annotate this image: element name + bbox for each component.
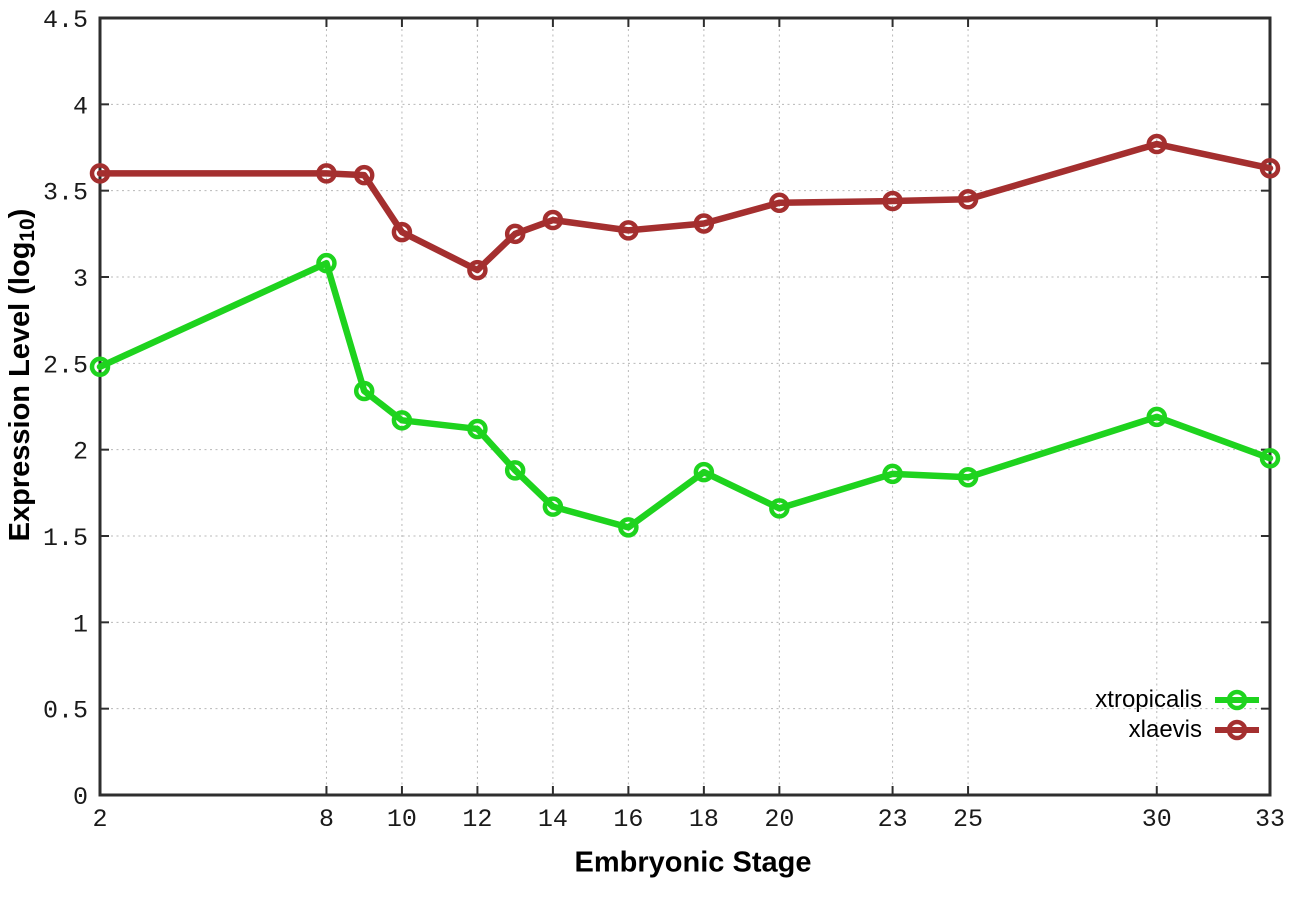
x-tick-label: 12 xyxy=(462,805,492,834)
y-tick-label: 4 xyxy=(73,92,88,121)
legend-marker-icon xyxy=(1226,719,1248,741)
series-line-xlaevis xyxy=(96,140,1274,274)
x-tick-label: 20 xyxy=(764,805,794,834)
data-point-xlaevis xyxy=(467,259,488,281)
data-point-xtropicalis xyxy=(316,252,337,274)
y-axis-title-suffix: ) xyxy=(3,208,36,219)
y-tick-label: 0 xyxy=(73,783,88,812)
data-point-xtropicalis xyxy=(391,410,413,431)
y-tick-label: 3 xyxy=(73,265,88,294)
legend-sample-xlaevis xyxy=(1215,719,1259,741)
legend-label-xtropicalis: xtropicalis xyxy=(1095,686,1202,713)
y-tick-label: 1 xyxy=(73,610,88,639)
x-tick-label: 33 xyxy=(1255,805,1285,834)
data-point-xlaevis xyxy=(391,221,413,243)
data-point-xlaevis xyxy=(542,209,564,231)
data-point-xtropicalis xyxy=(957,467,979,488)
data-point-xlaevis xyxy=(618,220,639,241)
y-tick-label: 2 xyxy=(73,438,88,467)
y-axis-title: Expression Level (log10) xyxy=(4,209,40,542)
x-tick-label: 18 xyxy=(689,805,719,834)
data-point-xlaevis xyxy=(957,189,979,210)
data-point-xtropicalis xyxy=(89,356,111,378)
data-point-xtropicalis xyxy=(1259,448,1281,469)
legend: xtropicalis xlaevis xyxy=(1095,686,1262,744)
data-point-xlaevis xyxy=(1259,157,1281,179)
data-point-xtropicalis xyxy=(882,463,903,485)
y-tick-label: 4.5 xyxy=(43,6,88,35)
x-tick-label: 10 xyxy=(387,805,417,834)
y-axis-title-subscript: 10 xyxy=(16,218,40,242)
x-tick-label: 8 xyxy=(319,805,334,834)
y-tick-label: 1.5 xyxy=(43,524,88,553)
data-point-xtropicalis xyxy=(504,460,526,481)
data-point-xlaevis xyxy=(882,190,903,212)
legend-label-xlaevis: xlaevis xyxy=(1128,716,1202,743)
data-point-xtropicalis xyxy=(353,380,375,402)
data-point-xlaevis xyxy=(693,213,715,234)
data-point-xlaevis xyxy=(353,164,375,186)
legend-marker-icon xyxy=(1226,689,1248,711)
data-point-xlaevis xyxy=(1146,133,1168,155)
legend-item-xtropicalis: xtropicalis xyxy=(1095,686,1262,714)
y-tick-label: 3.5 xyxy=(43,179,88,208)
y-tick-label: 2.5 xyxy=(43,351,88,380)
x-tick-label: 16 xyxy=(613,805,643,834)
x-tick-label: 23 xyxy=(878,805,908,834)
x-tick-label: 30 xyxy=(1142,805,1172,834)
data-point-xlaevis xyxy=(316,163,337,184)
data-point-xlaevis xyxy=(769,192,790,214)
data-point-xlaevis xyxy=(89,163,111,184)
data-point-xtropicalis xyxy=(542,496,564,517)
data-point-xtropicalis xyxy=(693,461,715,483)
plot-frame xyxy=(98,16,1272,797)
x-tick-label: 2 xyxy=(92,805,107,834)
data-point-xtropicalis xyxy=(467,418,488,440)
legend-item-xlaevis: xlaevis xyxy=(1129,716,1262,744)
y-axis-title-text: Expression Level (log xyxy=(3,241,36,542)
data-point-xtropicalis xyxy=(1146,406,1168,428)
legend-sample-xtropicalis xyxy=(1215,689,1259,711)
x-tick-label: 14 xyxy=(538,805,568,834)
data-point-xtropicalis xyxy=(769,498,790,519)
x-tick-label: 25 xyxy=(953,805,983,834)
data-point-xlaevis xyxy=(504,223,526,245)
series-line-xtropicalis xyxy=(96,259,1274,531)
x-axis-title: Embryonic Stage xyxy=(574,846,812,879)
data-point-xtropicalis xyxy=(618,517,639,538)
y-tick-label: 0.5 xyxy=(43,697,88,726)
